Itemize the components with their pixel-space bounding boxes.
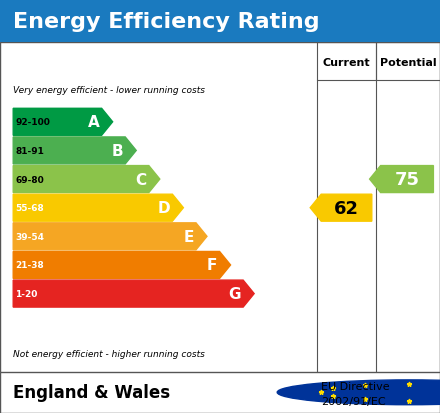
Text: Energy Efficiency Rating: Energy Efficiency Rating <box>13 12 320 32</box>
Polygon shape <box>13 166 160 193</box>
Text: B: B <box>111 144 123 159</box>
Bar <box>317 43 376 81</box>
Text: 75: 75 <box>395 171 419 189</box>
Text: 2002/91/EC: 2002/91/EC <box>321 396 386 406</box>
Text: G: G <box>228 286 241 301</box>
Text: 92-100: 92-100 <box>15 118 50 127</box>
Polygon shape <box>310 195 372 222</box>
Polygon shape <box>13 252 231 279</box>
Polygon shape <box>13 138 136 164</box>
Text: A: A <box>88 115 99 130</box>
Text: Potential: Potential <box>380 57 436 67</box>
Text: England & Wales: England & Wales <box>13 383 170 401</box>
Text: EU Directive: EU Directive <box>321 381 390 391</box>
Text: 55-68: 55-68 <box>15 204 44 213</box>
Text: 62: 62 <box>334 199 359 217</box>
Polygon shape <box>13 223 207 250</box>
Text: 21-38: 21-38 <box>15 261 44 270</box>
Text: F: F <box>207 258 217 273</box>
Polygon shape <box>13 109 113 136</box>
Text: 69-80: 69-80 <box>15 175 44 184</box>
Polygon shape <box>13 280 254 307</box>
Text: C: C <box>136 172 147 187</box>
Text: D: D <box>158 201 170 216</box>
Text: 39-54: 39-54 <box>15 232 44 241</box>
Text: Not energy efficient - higher running costs: Not energy efficient - higher running co… <box>13 349 205 358</box>
Text: Very energy efficient - lower running costs: Very energy efficient - lower running co… <box>13 86 205 95</box>
Polygon shape <box>13 195 183 222</box>
Polygon shape <box>370 166 433 193</box>
Bar <box>376 43 440 81</box>
Circle shape <box>277 380 440 405</box>
Text: Current: Current <box>323 57 370 67</box>
Text: 81-91: 81-91 <box>15 147 44 156</box>
Text: 1-20: 1-20 <box>15 290 38 298</box>
Text: E: E <box>183 229 194 244</box>
